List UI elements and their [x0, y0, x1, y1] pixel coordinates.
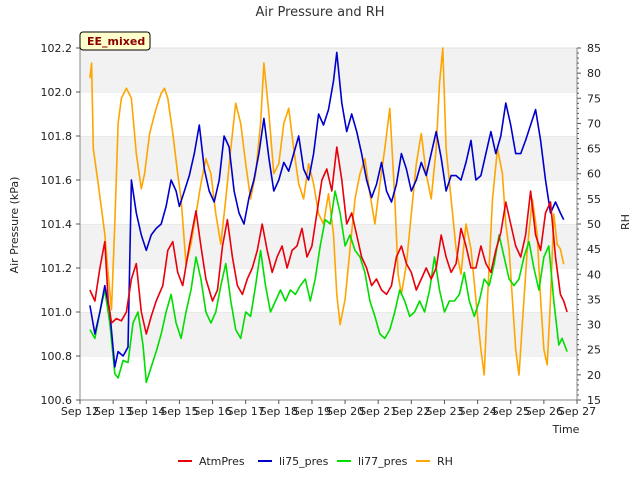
y-left-tick-label: 102.0 [41, 86, 73, 99]
y-right-tick-label: 80 [587, 67, 601, 80]
y-right-tick-label: 15 [587, 394, 601, 407]
y-left-tick-label: 100.8 [41, 350, 73, 363]
y-right-tick-label: 70 [587, 117, 601, 130]
grid-band [80, 180, 577, 224]
x-tick-label: Sep 20 [326, 405, 364, 418]
y-right-tick-label: 55 [587, 193, 601, 206]
x-tick-label: Sep 18 [260, 405, 298, 418]
grid-band [80, 312, 577, 356]
y-left-tick-label: 101.6 [41, 174, 73, 187]
y-right-tick-label: 60 [587, 168, 601, 181]
y-left-tick-label: 100.6 [41, 394, 73, 407]
x-tick-label: Sep 15 [160, 405, 198, 418]
grid-bands [80, 47, 577, 400]
y-right-tick-label: 45 [587, 243, 601, 256]
y-left-tick-label: 102.2 [41, 42, 73, 55]
y-left-tick-label: 101.2 [41, 262, 73, 275]
series-line-li77_pres [89, 190, 568, 384]
y-left-tick-label: 101.4 [41, 218, 73, 231]
legend-label-li77_pres: li77_pres [358, 455, 408, 468]
y-right-tick-label: 65 [587, 143, 601, 156]
legend-label-rh: RH [437, 455, 453, 468]
y-axis-left: 100.6 100.8 101.0 101.2 101.4 101.6 101.8 102.0… [41, 42, 80, 407]
y-right-tick-label: 30 [587, 319, 601, 332]
x-tick-label: Sep 12 [61, 405, 99, 418]
y-right-tick-label: 25 [587, 344, 601, 357]
site-badge: EE_mixed [79, 31, 151, 51]
y-right-tick-label: 75 [587, 92, 601, 105]
series-line-li75_pres [89, 51, 565, 368]
legend-label-li75_pres: li75_pres [279, 455, 329, 468]
x-tick-label: Sep 22 [392, 405, 430, 418]
y-right-tick-label: 40 [587, 268, 601, 281]
series-line-atmpres [89, 146, 568, 335]
svg-text:EE_mixed: EE_mixed [87, 35, 145, 48]
y-axis-right: 15 20 25 30 35 40 45 50 55 60 65 70 75 80 85 [577, 42, 601, 407]
y-left-tick-label: 101.8 [41, 130, 73, 143]
legend-label-atmpres: AtmPres [199, 455, 245, 468]
grid-band [80, 48, 577, 92]
x-tick-label: Sep 13 [94, 405, 132, 418]
x-tick-label: Sep 19 [293, 405, 331, 418]
chart-title: Air Pressure and RH [255, 5, 384, 20]
y-right-tick-label: 50 [587, 218, 601, 231]
y-right-tick-label: 85 [587, 42, 601, 55]
x-axis-title: Time [552, 423, 580, 436]
x-tick-label: Sep 21 [359, 405, 397, 418]
x-tick-label: Sep 23 [425, 405, 463, 418]
x-tick-label: Sep 26 [525, 405, 563, 418]
grid-band [80, 268, 577, 312]
series-layer [89, 47, 568, 384]
x-tick-label: Sep 25 [492, 405, 530, 418]
x-tick-label: Sep 27 [558, 405, 596, 418]
y-axis-right-title: RH [619, 214, 632, 230]
x-tick-label: Sep 17 [227, 405, 265, 418]
x-tick-label: Sep 24 [458, 405, 496, 418]
x-tick-label: Sep 16 [193, 405, 231, 418]
legend: AtmPres li75_pres li77_pres RH [178, 455, 453, 468]
y-right-tick-label: 35 [587, 293, 601, 306]
grid-band [80, 92, 577, 136]
y-right-tick-label: 20 [587, 369, 601, 382]
x-tick-label: Sep 14 [127, 405, 165, 418]
y-left-tick-label: 101.0 [41, 306, 73, 319]
grid-band [80, 356, 577, 400]
y-axis-left-title: Air Pressure (kPa) [8, 177, 21, 274]
